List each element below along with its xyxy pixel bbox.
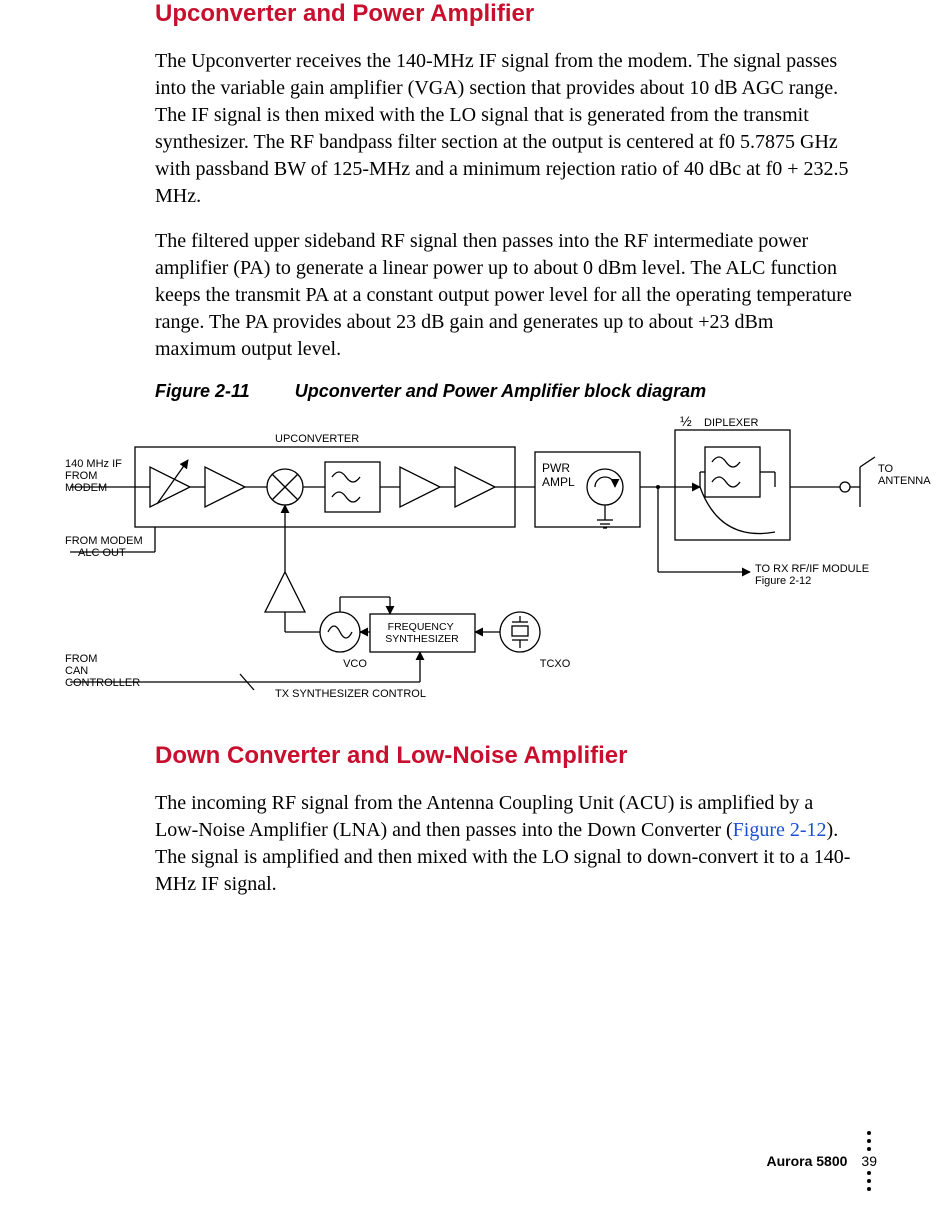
section-heading-upconverter: Upconverter and Power Amplifier <box>155 0 852 28</box>
footer-dots-icon <box>867 1131 871 1151</box>
page-footer: Aurora 5800 39 <box>766 1131 877 1191</box>
label-upconverter: UPCONVERTER <box>275 433 359 445</box>
footer-dots-icon <box>867 1171 871 1191</box>
label-freq-synth: FREQUENCY SYNTHESIZER <box>385 621 459 645</box>
label-vco: VCO <box>343 658 367 670</box>
footer-page-number: 39 <box>861 1153 877 1169</box>
label-diplexer: DIPLEXER <box>704 417 758 429</box>
paragraph: The filtered upper sideband RF signal th… <box>155 228 852 363</box>
label-pwr-ampl: PWR AMPL <box>542 461 575 489</box>
label-alc-out: FROM MODEM ALC OUT <box>65 535 146 559</box>
label-tx-synth-ctrl: TX SYNTHESIZER CONTROL <box>275 688 426 700</box>
figure-caption: Figure 2-11 Upconverter and Power Amplif… <box>155 381 852 402</box>
figure-diagram: UPCONVERTER 140 MHz IF FROM MODEM <box>60 412 877 712</box>
text-run: The incoming RF signal from the Antenna … <box>155 792 813 841</box>
footer-product: Aurora 5800 <box>766 1153 847 1169</box>
paragraph: The Upconverter receives the 140-MHz IF … <box>155 48 852 210</box>
section-heading-downconverter: Down Converter and Low-Noise Amplifier <box>155 742 852 770</box>
label-to-antenna: TO ANTENNA <box>878 463 931 487</box>
label-input: 140 MHz IF FROM MODEM <box>65 458 125 494</box>
paragraph: The incoming RF signal from the Antenna … <box>155 790 852 898</box>
label-to-rx: TO RX RF/IF MODULE Figure 2-12 <box>755 563 872 587</box>
figure-link[interactable]: Figure 2-12 <box>733 819 827 841</box>
page-content: Upconverter and Power Amplifier The Upco… <box>155 0 852 898</box>
label-tcxo: TCXO <box>540 658 571 670</box>
label-half: ½ <box>680 413 692 429</box>
figure-title: Upconverter and Power Amplifier block di… <box>295 381 706 401</box>
figure-number: Figure 2-11 <box>155 381 250 401</box>
page: Upconverter and Power Amplifier The Upco… <box>0 0 937 1221</box>
label-from-can: FROM CAN CONTROLLER <box>65 653 140 689</box>
